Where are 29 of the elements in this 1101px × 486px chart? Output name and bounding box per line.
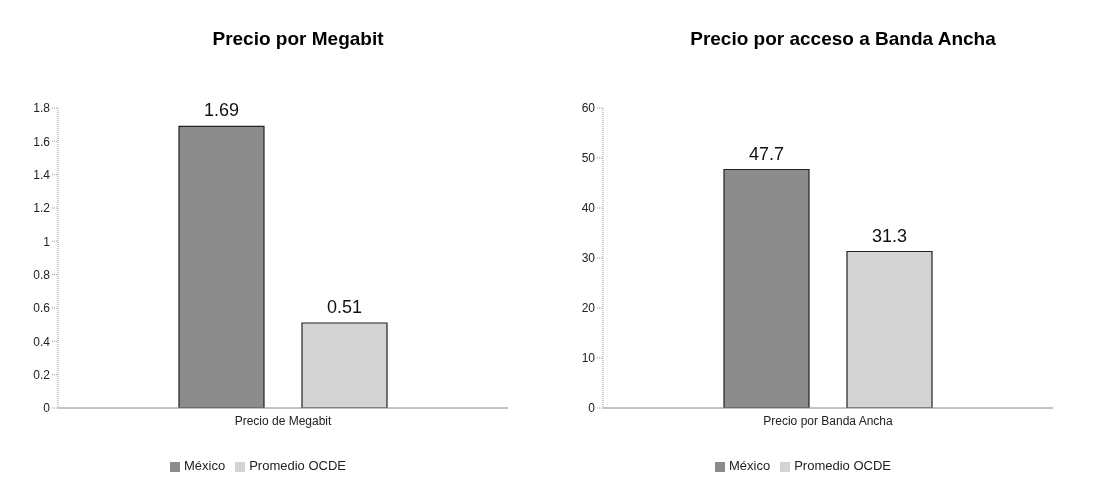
y-tick-label: 0.4 <box>33 334 51 349</box>
x-tick-label: Precio de Megabit <box>234 413 333 428</box>
y-tick-label: 0.6 <box>33 301 51 316</box>
y-tick-label: 1.8 <box>33 101 51 116</box>
y-tick-label: 1.4 <box>33 167 51 182</box>
y-tick-label: 10 <box>581 351 596 366</box>
y-tick-label: 1.6 <box>33 134 51 149</box>
y-tick-label: 20 <box>581 301 596 316</box>
legend-label: México <box>184 458 226 473</box>
y-tick-label: 40 <box>581 201 596 216</box>
y-tick-label: 50 <box>581 151 596 166</box>
y-tick-label: 0.8 <box>33 267 51 282</box>
data-label: 31.3 <box>871 225 908 246</box>
chart-title: Precio por acceso a Banda Ancha <box>689 27 997 51</box>
y-tick-label: 30 <box>581 251 596 266</box>
legend-label: Promedio OCDE <box>794 458 891 473</box>
data-label: 47.7 <box>748 143 785 164</box>
y-tick-label: 1.2 <box>33 201 51 216</box>
y-tick-label: 0 <box>588 401 596 416</box>
legend-label: México <box>729 458 771 473</box>
data-label: 1.69 <box>203 100 240 121</box>
y-tick-label: 0 <box>43 401 51 416</box>
y-tick-label: 60 <box>581 101 596 116</box>
y-tick-label: 0.2 <box>33 367 51 382</box>
data-label: 0.51 <box>326 297 363 317</box>
legend-label: Promedio OCDE <box>249 458 346 473</box>
y-tick-label: 1 <box>43 234 51 249</box>
x-tick-label: Precio por Banda Ancha <box>763 413 894 428</box>
chart-title: Precio por Megabit <box>211 27 385 51</box>
